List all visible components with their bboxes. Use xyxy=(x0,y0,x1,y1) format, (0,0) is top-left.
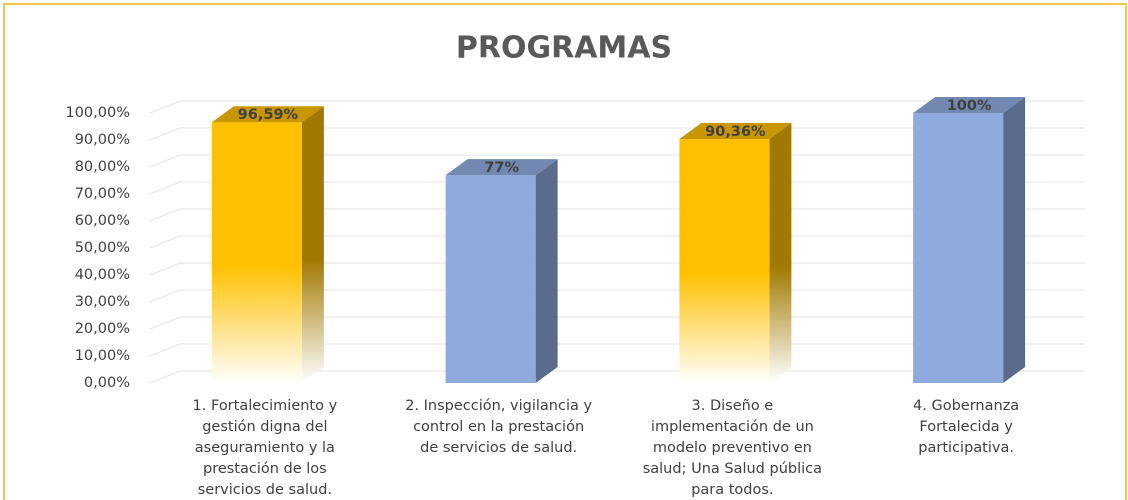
bar-side xyxy=(301,106,324,383)
value-label: 96,59% xyxy=(238,107,299,123)
bar-top xyxy=(445,159,558,176)
bar-side xyxy=(769,123,792,383)
value-label: 77% xyxy=(484,160,519,176)
bar-side xyxy=(535,159,558,383)
y-tick-label: 0,00% xyxy=(84,375,130,391)
grid-line xyxy=(149,100,1085,114)
x-tick-label: 4. Gobernanza Fortalecida y participativ… xyxy=(913,398,1020,456)
chart-border xyxy=(3,3,1127,500)
bar xyxy=(679,123,792,383)
bar xyxy=(913,97,1026,383)
bar xyxy=(211,106,324,383)
y-tick-label: 20,00% xyxy=(75,321,130,337)
x-tick-label: 1. Fortalecimiento y gestión digna del a… xyxy=(192,398,338,498)
bar-front xyxy=(679,139,770,383)
y-tick-label: 90,00% xyxy=(75,132,130,148)
bar-front xyxy=(913,113,1004,383)
bar-top xyxy=(679,123,792,140)
bar-front xyxy=(211,122,302,383)
y-tick-label: 10,00% xyxy=(75,348,130,364)
y-tick-label: 60,00% xyxy=(75,213,130,229)
bar-top xyxy=(913,97,1026,113)
y-tick-label: 70,00% xyxy=(75,186,130,202)
value-label: 90,36% xyxy=(705,124,766,140)
bar-side xyxy=(1003,97,1026,383)
y-tick-label: 40,00% xyxy=(75,267,130,283)
y-tick-label: 100,00% xyxy=(65,105,130,121)
bar xyxy=(445,159,558,383)
y-tick-label: 50,00% xyxy=(75,240,130,256)
value-label: 100% xyxy=(947,98,992,114)
bar-front xyxy=(445,175,536,383)
bar-top xyxy=(211,106,324,123)
y-tick-label: 80,00% xyxy=(75,159,130,175)
chart-title: PROGRAMAS xyxy=(456,31,672,66)
y-tick-label: 30,00% xyxy=(75,294,130,310)
x-tick-label: 3. Diseño e implementación de un modelo … xyxy=(642,398,823,498)
x-tick-label: 2. Inspección, vigilancia y control en l… xyxy=(405,398,593,456)
